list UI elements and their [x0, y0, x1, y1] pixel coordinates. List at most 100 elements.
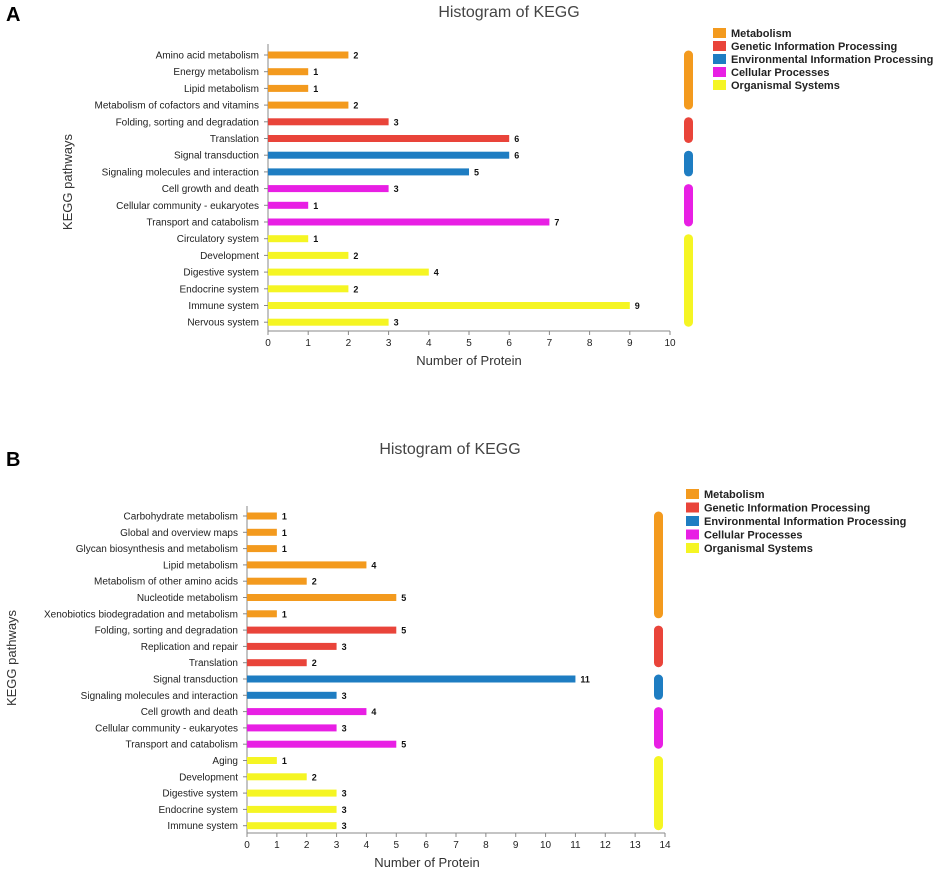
bar [247, 577, 307, 585]
group-bracket [684, 234, 693, 327]
bar [268, 118, 389, 126]
bar-value-label: 1 [313, 201, 318, 211]
bar [247, 805, 337, 813]
group-bracket [684, 117, 693, 143]
y-axis-title: KEGG pathways [4, 609, 19, 706]
bar [247, 822, 337, 830]
category-label: Endocrine system [159, 805, 238, 816]
x-tick-label: 1 [305, 338, 311, 349]
legend-label: Organismal Systems [731, 80, 840, 92]
category-label: Translation [189, 658, 238, 669]
bar [268, 318, 389, 326]
x-tick-label: 7 [547, 338, 553, 349]
bar [268, 51, 349, 59]
bar [268, 251, 349, 259]
bar [247, 691, 337, 699]
bar [247, 610, 277, 618]
bar [247, 594, 397, 601]
bar [268, 285, 349, 293]
bar-value-label: 5 [474, 167, 479, 177]
y-axis-title: KEGG pathways [60, 133, 75, 230]
x-tick-label: 5 [394, 840, 400, 851]
bar-value-label: 1 [282, 756, 287, 766]
bar-value-label: 1 [313, 84, 318, 94]
bar [247, 789, 337, 797]
category-label: Development [200, 251, 259, 262]
group-bracket [684, 150, 693, 177]
bar-value-label: 1 [313, 67, 318, 77]
category-label: Carbohydrate metabolism [124, 512, 239, 523]
bar-value-label: 2 [353, 284, 358, 294]
bar-value-label: 1 [282, 528, 287, 538]
bar-value-label: 2 [312, 577, 317, 587]
bar [247, 528, 277, 536]
legend-swatch [686, 516, 699, 526]
x-tick-label: 0 [244, 840, 250, 851]
category-label: Lipid metabolism [184, 84, 259, 95]
legend-label: Environmental Information Processing [731, 54, 933, 66]
category-label: Signal transduction [174, 151, 259, 162]
legend-swatch [686, 529, 699, 540]
bar [268, 218, 550, 226]
bar-value-label: 9 [635, 301, 640, 311]
category-label: Translation [210, 134, 259, 145]
bar [268, 68, 309, 76]
category-label: Lipid metabolism [163, 560, 238, 571]
category-label: Digestive system [183, 268, 259, 279]
bar-value-label: 1 [282, 512, 287, 522]
bar [247, 659, 307, 667]
bar [268, 302, 630, 309]
x-tick-label: 7 [453, 840, 459, 851]
category-label: Transport and catabolism [126, 740, 238, 751]
bar [247, 708, 367, 716]
category-label: Xenobiotics biodegradation and metabolis… [44, 609, 238, 620]
category-label: Replication and repair [141, 642, 239, 653]
bar-value-label: 5 [401, 593, 406, 603]
x-axis-title: Number of Protein [416, 353, 522, 368]
legend-swatch [686, 489, 699, 499]
legend-swatch [713, 67, 726, 77]
bar [268, 135, 510, 142]
bar-value-label: 5 [401, 626, 406, 636]
category-label: Immune system [167, 821, 238, 832]
category-label: Folding, sorting and degradation [95, 626, 238, 637]
category-label: Digestive system [162, 789, 238, 800]
bar [247, 512, 277, 520]
x-axis-title: Number of Protein [374, 855, 480, 870]
bar-value-label: 5 [401, 740, 406, 750]
category-label: Circulatory system [177, 234, 259, 245]
x-tick-label: 9 [513, 840, 519, 851]
legend-label: Genetic Information Processing [731, 41, 897, 53]
bar [268, 185, 389, 193]
bar [268, 235, 309, 243]
category-label: Folding, sorting and degradation [116, 117, 259, 128]
bar-value-label: 1 [282, 544, 287, 554]
bar [247, 740, 397, 748]
category-label: Cell growth and death [141, 707, 238, 718]
bar-value-label: 4 [371, 707, 376, 717]
bar [268, 268, 429, 276]
x-tick-label: 13 [630, 840, 642, 851]
bar-value-label: 3 [394, 318, 399, 328]
group-bracket [654, 511, 663, 619]
x-tick-label: 8 [587, 338, 593, 349]
legend-label: Organismal Systems [704, 543, 813, 555]
x-tick-label: 6 [423, 840, 429, 851]
bar-value-label: 3 [342, 691, 347, 701]
bar-value-label: 3 [342, 789, 347, 799]
category-label: Cellular community - eukaryotes [95, 723, 238, 734]
bar-value-label: 3 [342, 805, 347, 815]
category-label: Metabolism of cofactors and vitamins [94, 101, 259, 112]
bar-value-label: 1 [313, 234, 318, 244]
x-tick-label: 3 [386, 338, 392, 349]
legend-label: Environmental Information Processing [704, 516, 906, 528]
bar-value-label: 3 [394, 117, 399, 127]
category-label: Glycan biosynthesis and metabolism [76, 544, 238, 555]
bar-value-label: 6 [514, 151, 519, 161]
bar-value-label: 3 [342, 642, 347, 652]
category-label: Amino acid metabolism [156, 51, 259, 62]
bar [247, 545, 277, 553]
bar [247, 561, 367, 569]
